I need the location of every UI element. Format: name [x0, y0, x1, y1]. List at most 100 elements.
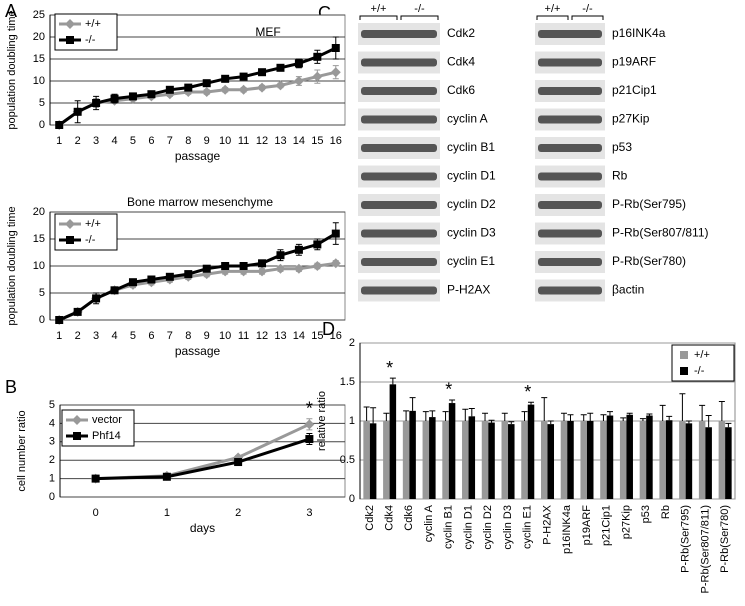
marker — [92, 294, 101, 303]
bar — [639, 421, 647, 499]
error-bar — [422, 411, 429, 421]
blot-label: Cdk2 — [447, 26, 475, 40]
blot-band — [538, 87, 602, 95]
blot-band — [361, 58, 437, 67]
error-bar — [462, 408, 469, 421]
marker — [258, 68, 267, 77]
x-tick-label: 10 — [219, 135, 231, 147]
marker — [201, 87, 212, 97]
marker — [330, 258, 341, 269]
x-tick-label: 6 — [148, 135, 154, 147]
legend-box — [54, 13, 118, 51]
legend-label: +/+ — [694, 349, 710, 361]
x-tick-label: P-Rb(Ser807/811) — [699, 505, 711, 593]
bar — [600, 421, 607, 499]
bar — [527, 404, 535, 499]
error-bar — [449, 399, 456, 404]
chart-title: Bone marrow mesenchyme — [127, 195, 273, 209]
marker — [65, 219, 75, 229]
marker — [275, 263, 286, 274]
blot-label: cyclin D2 — [447, 197, 496, 211]
blot-band — [361, 201, 437, 209]
marker — [294, 245, 303, 254]
marker — [73, 432, 81, 440]
y-tick-label: 1 — [49, 473, 55, 485]
y-axis-title: population doubling time — [6, 10, 18, 129]
error-bar — [508, 421, 515, 425]
blot-label: p27Kip — [612, 112, 650, 126]
marker — [239, 72, 248, 81]
error-bar — [541, 397, 548, 421]
legend-swatch — [680, 367, 688, 375]
y-tick-label: 0 — [39, 119, 45, 131]
error-bar — [363, 406, 370, 421]
chart-title: MEF — [255, 25, 280, 39]
x-tick-label: 3 — [306, 507, 312, 519]
error-bar — [725, 422, 732, 428]
marker — [331, 44, 340, 52]
x-tick-label: p21Cip1 — [601, 505, 613, 546]
marker — [147, 275, 156, 284]
bar — [705, 427, 712, 499]
blot-label: p16INK4a — [612, 26, 666, 40]
x-tick-label: 3 — [93, 330, 99, 342]
bar — [540, 421, 548, 499]
blot-band — [361, 30, 437, 38]
marker — [72, 415, 82, 425]
error-bar — [547, 420, 554, 425]
x-axis-title: days — [190, 521, 215, 535]
marker — [257, 266, 268, 277]
genotype-bracket — [359, 15, 398, 20]
blot-band — [538, 286, 602, 295]
marker — [312, 71, 323, 82]
bar — [389, 384, 397, 499]
blot-label: cyclin D1 — [447, 169, 496, 183]
blot-band — [538, 172, 602, 181]
genotype-label: +/+ — [371, 3, 387, 15]
western-blot: Cdk2 Cdk4 Cdk6 cyclin A cyclin B1 cyclin D1 cy… — [358, 3, 709, 302]
y-tick-label: 2 — [49, 454, 55, 466]
genotype-label: +/+ — [545, 3, 561, 15]
error-bar — [521, 411, 528, 421]
bar — [567, 421, 574, 499]
y-tick-label: 0.5 — [340, 454, 355, 466]
x-tick-label: 1 — [56, 330, 62, 342]
legend-label: vector — [92, 414, 122, 426]
blot-label: p21Cip1 — [612, 83, 657, 97]
bar — [619, 421, 627, 499]
y-tick-label: 1.5 — [340, 376, 355, 388]
x-tick-label: 9 — [204, 135, 210, 147]
x-tick-label: 11 — [238, 135, 249, 147]
marker — [220, 84, 231, 95]
x-tick-label: 9 — [204, 330, 210, 342]
error-bar — [429, 410, 436, 418]
x-tick-label: 10 — [219, 330, 231, 342]
x-tick-label: 4 — [111, 330, 117, 342]
marker — [55, 316, 64, 324]
error-bar — [501, 412, 508, 421]
blot-label: Rb — [612, 169, 628, 183]
blot-band — [361, 229, 437, 238]
panel-label: B — [5, 377, 17, 397]
marker — [165, 272, 174, 281]
y-tick-label: 10 — [33, 75, 45, 87]
bar — [468, 416, 476, 499]
error-bar — [409, 397, 416, 411]
x-tick-label: 4 — [111, 135, 117, 147]
y-tick-label: 20 — [33, 31, 45, 43]
bar — [698, 421, 706, 499]
blot-band — [538, 201, 602, 209]
blot-label: p53 — [612, 140, 632, 154]
marker — [73, 107, 82, 116]
y-axis-title: cell number ratio — [16, 410, 28, 491]
bar — [679, 421, 686, 499]
bar — [409, 410, 416, 499]
significance-star: * — [445, 380, 452, 400]
y-tick-label: 5 — [39, 287, 45, 299]
blot-label: cyclin A — [447, 112, 488, 126]
significance-star: * — [306, 399, 313, 419]
blot-band — [361, 258, 437, 266]
error-bar — [482, 412, 489, 421]
x-tick-label: 13 — [274, 330, 286, 342]
